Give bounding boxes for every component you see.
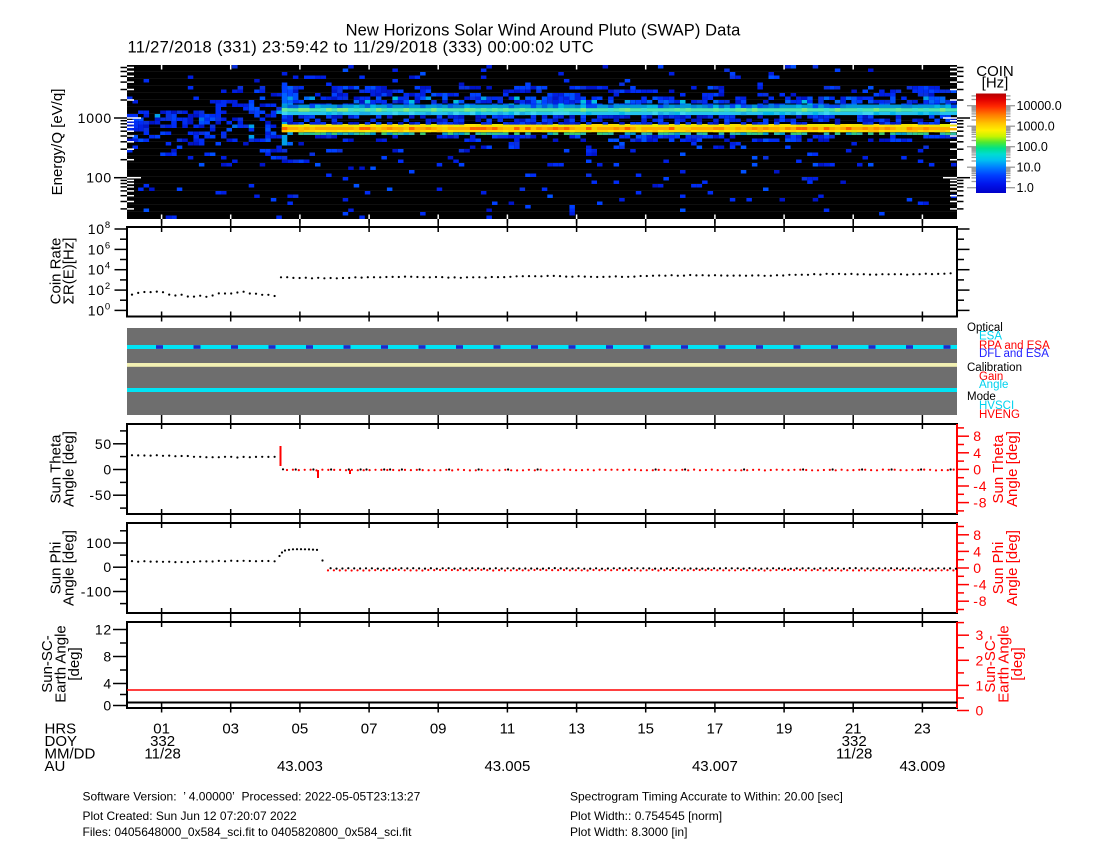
svg-text:Calibration: Calibration (967, 362, 1022, 374)
svg-text:4: 4 (973, 445, 982, 461)
svg-text:8: 8 (973, 428, 982, 444)
svg-text:Angle [deg]: Angle [deg] (61, 530, 78, 606)
svg-text:Spectrogram Timing Accurate to: Spectrogram Timing Accurate to Within: 2… (570, 790, 843, 804)
svg-text:-8: -8 (973, 593, 987, 609)
svg-text:05: 05 (292, 721, 309, 738)
svg-text:Gain: Gain (979, 371, 1003, 383)
svg-text:Sun-SC-: Sun-SC- (39, 635, 56, 693)
svg-text:102: 102 (88, 281, 111, 298)
svg-text:10.0: 10.0 (1017, 161, 1041, 175)
svg-text:100: 100 (86, 535, 112, 551)
svg-text:43.005: 43.005 (484, 758, 530, 775)
svg-text:43.003: 43.003 (277, 758, 323, 775)
svg-text:1: 1 (976, 677, 985, 693)
svg-text:-8: -8 (973, 495, 987, 511)
svg-text:07: 07 (361, 721, 378, 738)
svg-text:Sun Phi: Sun Phi (990, 542, 1007, 595)
svg-text:104: 104 (88, 261, 111, 278)
svg-text:ΣR(E)[Hz]: ΣR(E)[Hz] (61, 238, 78, 305)
svg-text:09: 09 (430, 721, 447, 738)
svg-text:HVSCI: HVSCI (979, 400, 1014, 412)
svg-text:4: 4 (973, 543, 982, 559)
svg-text:19: 19 (776, 721, 793, 738)
svg-text:Plot Width:: 0.754545 [norm]: Plot Width:: 0.754545 [norm] (570, 809, 722, 823)
svg-text:Optical: Optical (967, 322, 1003, 334)
svg-text:12: 12 (95, 622, 112, 638)
svg-text:43.009: 43.009 (899, 758, 945, 775)
svg-text:Sun Theta: Sun Theta (48, 434, 65, 504)
svg-text:10000.0: 10000.0 (1017, 99, 1062, 113)
svg-text:-4: -4 (973, 478, 987, 494)
svg-text:ESA: ESA (979, 331, 1002, 343)
svg-text:4: 4 (103, 676, 112, 692)
svg-text:23: 23 (914, 721, 931, 738)
svg-text:MM/DD: MM/DD (45, 746, 96, 763)
svg-text:Sun-SC-: Sun-SC- (982, 635, 999, 693)
svg-text:Angle [deg]: Angle [deg] (1004, 431, 1021, 507)
svg-text:11/28: 11/28 (144, 746, 180, 763)
svg-text:43.007: 43.007 (692, 758, 738, 775)
svg-text:100: 100 (86, 170, 112, 186)
svg-text:0: 0 (103, 462, 112, 478)
svg-text:-100: -100 (81, 584, 112, 600)
svg-text:100: 100 (88, 301, 111, 318)
svg-text:0: 0 (973, 560, 982, 576)
svg-text:-50: -50 (89, 487, 112, 503)
svg-text:COIN: COIN (976, 63, 1014, 80)
svg-text:DOY: DOY (45, 733, 78, 750)
svg-text:0: 0 (973, 461, 982, 477)
svg-text:HVENG: HVENG (979, 409, 1020, 421)
svg-text:Plot Created: Sun Jun 12 07:20: Plot Created: Sun Jun 12 07:20:07 2022 (83, 809, 297, 823)
svg-text:Earth Angle: Earth Angle (53, 625, 70, 703)
svg-text:1.0: 1.0 (1017, 181, 1034, 195)
svg-text:Sun Phi: Sun Phi (48, 542, 65, 595)
svg-text:2: 2 (976, 652, 985, 668)
svg-text:100.0: 100.0 (1017, 140, 1048, 154)
svg-text:AU: AU (45, 758, 66, 775)
svg-text:106: 106 (88, 240, 111, 257)
svg-text:11: 11 (500, 721, 516, 738)
svg-text:RPA and ESA: RPA and ESA (979, 340, 1050, 352)
svg-text:Energy/Q [eV/q]: Energy/Q [eV/q] (49, 89, 66, 196)
svg-text:[Hz]: [Hz] (982, 75, 1009, 92)
svg-text:0: 0 (103, 559, 112, 575)
svg-text:[deg]: [deg] (66, 647, 83, 680)
svg-text:17: 17 (707, 721, 724, 738)
svg-text:Coin Rate: Coin Rate (48, 238, 65, 305)
svg-text:Software Version: ’ 4.00000’: Software Version: ’ 4.00000’ Processed: … (83, 790, 421, 804)
svg-text:15: 15 (637, 721, 654, 738)
svg-text:01: 01 (153, 721, 170, 738)
svg-text:11/28: 11/28 (836, 746, 872, 763)
svg-text:332: 332 (842, 733, 867, 750)
svg-text:[deg]: [deg] (1009, 647, 1026, 680)
svg-text:0: 0 (976, 703, 985, 719)
svg-text:-4: -4 (973, 577, 987, 593)
svg-text:0: 0 (103, 698, 112, 714)
svg-text:Mode: Mode (967, 391, 996, 403)
svg-text:1000.0: 1000.0 (1017, 120, 1055, 134)
svg-text:Earth Angle: Earth Angle (996, 625, 1013, 703)
svg-text:8: 8 (103, 649, 112, 665)
svg-text:03: 03 (222, 721, 239, 738)
svg-text:8: 8 (973, 527, 982, 543)
svg-text:21: 21 (845, 721, 862, 738)
svg-text:13: 13 (568, 721, 585, 738)
svg-text:11/27/2018 (331) 23:59:42 to 1: 11/27/2018 (331) 23:59:42 to 11/29/2018 … (128, 39, 595, 57)
svg-text:50: 50 (95, 436, 112, 452)
svg-text:HRS: HRS (45, 721, 77, 738)
svg-text:3: 3 (976, 627, 985, 643)
svg-text:DFL and ESA: DFL and ESA (979, 348, 1049, 360)
svg-text:Plot Width: 8.3000 [in]: Plot Width: 8.3000 [in] (570, 825, 687, 839)
svg-text:Angle: Angle (979, 379, 1008, 391)
svg-text:Sun Theta: Sun Theta (990, 434, 1007, 504)
svg-text:New Horizons Solar Wind Around: New Horizons Solar Wind Around Pluto (SW… (346, 22, 742, 40)
svg-text:332: 332 (150, 733, 175, 750)
svg-text:1000: 1000 (78, 110, 112, 126)
svg-text:Files: 0405648000_0x584_sci.fi: Files: 0405648000_0x584_sci.fit to 04058… (83, 825, 413, 839)
svg-text:108: 108 (88, 220, 111, 237)
svg-text:Angle [deg]: Angle [deg] (1004, 530, 1021, 606)
svg-text:Angle [deg]: Angle [deg] (61, 431, 78, 507)
